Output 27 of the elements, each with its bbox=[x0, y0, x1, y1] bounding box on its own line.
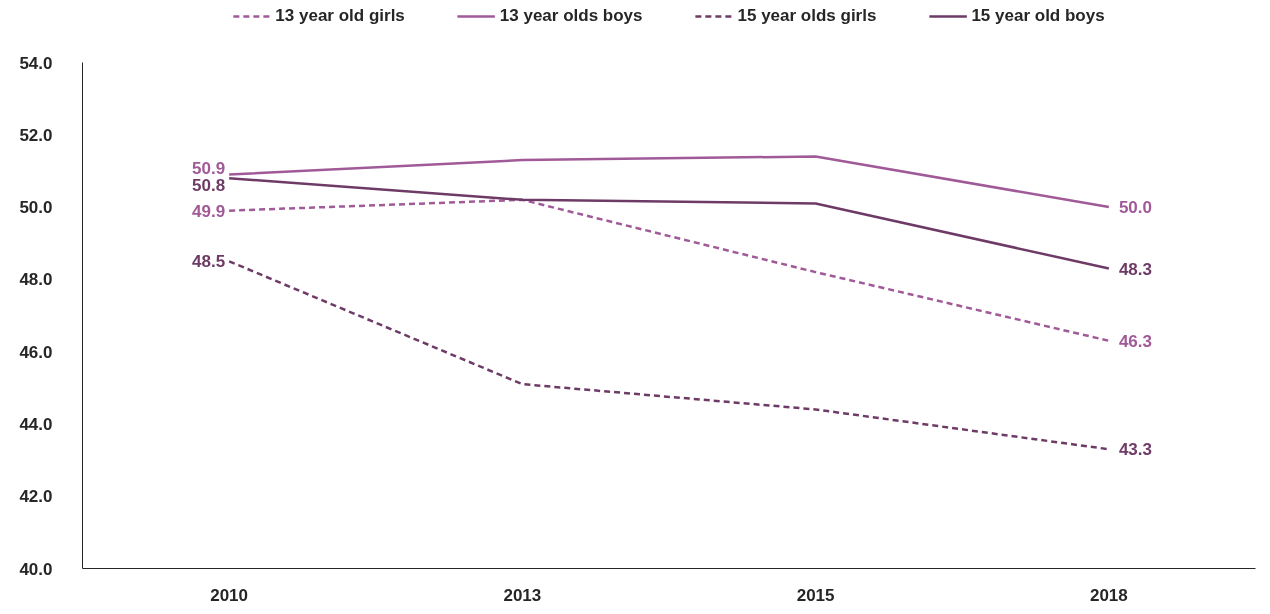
data-label: 48.5 bbox=[192, 252, 226, 272]
line-series bbox=[227, 155, 1111, 209]
legend-label: 15 year old boys bbox=[971, 6, 1105, 26]
x-tick-label: 2013 bbox=[503, 585, 542, 605]
data-label: 48.3 bbox=[1118, 259, 1152, 279]
legend-label: 15 year olds girls bbox=[737, 6, 877, 26]
x-tick-label: 2010 bbox=[210, 585, 249, 605]
y-tick-label: 48.0 bbox=[19, 270, 53, 290]
line-series bbox=[227, 198, 1111, 343]
y-tick-label: 50.0 bbox=[19, 198, 53, 218]
data-label: 49.9 bbox=[192, 201, 226, 221]
y-tick-label: 46.0 bbox=[19, 342, 53, 362]
data-label: 46.3 bbox=[1118, 331, 1152, 351]
data-label: 50.0 bbox=[1118, 198, 1152, 218]
x-tick-label: 2015 bbox=[796, 585, 835, 605]
legend-label: 13 year old girls bbox=[275, 6, 405, 26]
legend-label: 13 year olds boys bbox=[499, 6, 643, 26]
data-label: 50.8 bbox=[192, 176, 226, 196]
x-tick-label: 2018 bbox=[1089, 585, 1128, 605]
y-tick-label: 40.0 bbox=[19, 559, 53, 579]
y-tick-label: 52.0 bbox=[19, 125, 53, 145]
line-series bbox=[227, 176, 1111, 270]
data-label: 50.9 bbox=[192, 158, 226, 178]
y-tick-label: 54.0 bbox=[19, 53, 53, 73]
y-tick-label: 44.0 bbox=[19, 414, 53, 434]
data-label: 43.3 bbox=[1118, 440, 1152, 460]
y-tick-label: 42.0 bbox=[19, 487, 53, 507]
